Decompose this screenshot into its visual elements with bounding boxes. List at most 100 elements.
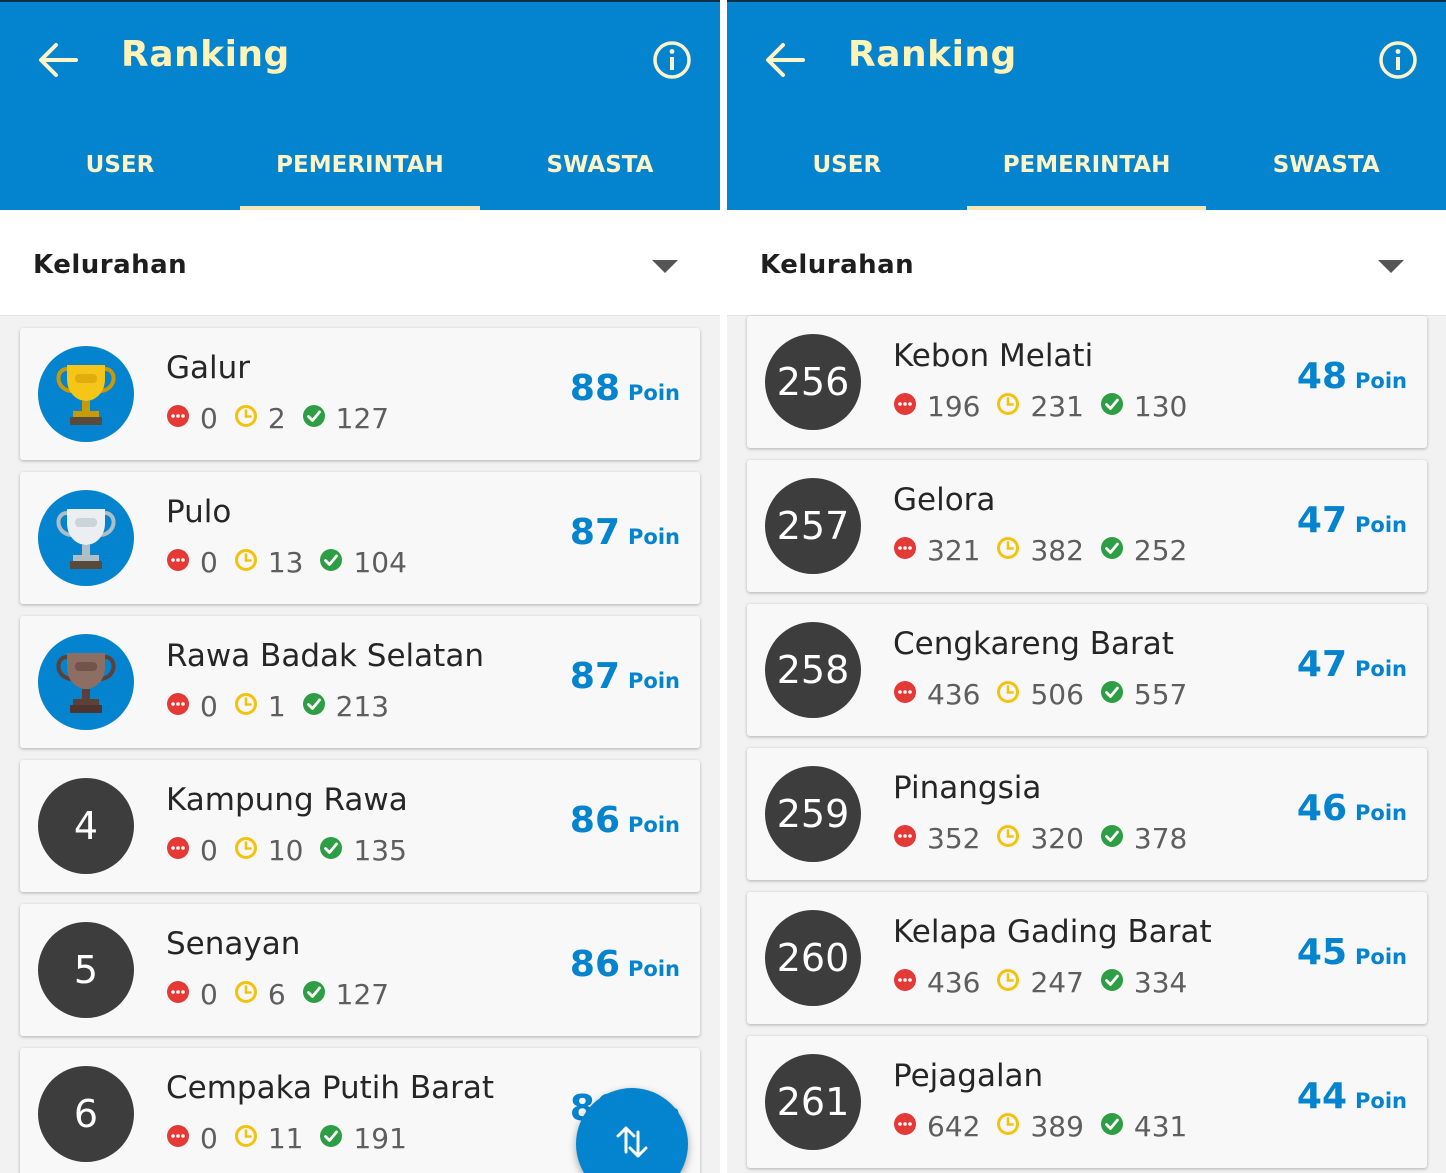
points-value: 47 xyxy=(1296,500,1348,541)
in-progress-stat: 382 xyxy=(996,534,1084,567)
clock-icon xyxy=(234,834,268,867)
region-name: Rawa Badak Selatan xyxy=(166,638,484,674)
back-arrow-icon[interactable] xyxy=(763,38,807,82)
report-stats: 0 2 127 xyxy=(166,402,405,435)
pending-stat: 352 xyxy=(893,822,980,855)
completed-stat: 104 xyxy=(319,546,407,579)
back-arrow-icon[interactable] xyxy=(36,38,80,82)
pending-stat: 0 xyxy=(166,402,218,435)
points-unit: Poin xyxy=(1355,801,1407,825)
tab-pemerintah[interactable]: PEMERINTAH xyxy=(966,142,1207,212)
filter-selected-value: Kelurahan xyxy=(760,250,915,280)
pending-dots-icon xyxy=(893,678,927,711)
pending-dots-icon xyxy=(893,1110,927,1143)
ranking-card[interactable]: Rawa Badak Selatan 0 1 213 87 Poin xyxy=(20,616,700,748)
bronze-trophy-icon xyxy=(38,634,134,730)
pending-dots-icon xyxy=(893,966,927,999)
pending-count: 0 xyxy=(200,978,218,1011)
ranking-card[interactable]: Pulo 0 13 104 87 Poin xyxy=(20,472,700,604)
points-value: 86 xyxy=(569,800,621,841)
report-stats: 321 382 252 xyxy=(893,534,1203,567)
in-progress-count: 247 xyxy=(1030,966,1084,999)
region-filter-dropdown[interactable]: Kelurahan xyxy=(727,210,1446,316)
ranking-card[interactable]: 259 Pinangsia 352 320 378 46 Poin xyxy=(747,748,1427,880)
points-unit: Poin xyxy=(628,669,680,693)
points-value: 46 xyxy=(1296,788,1348,829)
region-filter-dropdown[interactable]: Kelurahan xyxy=(0,210,720,316)
ranking-card[interactable]: 5 Senayan 0 6 127 86 Poin xyxy=(20,904,700,1036)
sort-fab-button[interactable] xyxy=(576,1088,688,1173)
ranking-card[interactable]: 258 Cengkareng Barat 436 506 557 47 Poin xyxy=(747,604,1427,736)
ranking-list[interactable]: 256 Kebon Melati 196 231 130 48 Poin 257 Gelora 3… xyxy=(727,316,1446,1173)
pending-stat: 321 xyxy=(893,534,980,567)
pending-dots-icon xyxy=(166,978,200,1011)
points-unit: Poin xyxy=(628,525,680,549)
check-icon xyxy=(1100,390,1134,423)
tab-swasta[interactable]: SWASTA xyxy=(1272,152,1380,178)
left-screen: Ranking USER PEMERINTAH SWASTA Kelurahan… xyxy=(0,0,720,1173)
completed-stat: 135 xyxy=(319,834,407,867)
filter-selected-value: Kelurahan xyxy=(33,250,188,280)
report-stats: 0 10 135 xyxy=(166,834,423,867)
tab-user[interactable]: USER xyxy=(85,152,155,178)
pending-stat: 0 xyxy=(166,978,218,1011)
info-icon[interactable] xyxy=(1378,40,1418,80)
points-unit: Poin xyxy=(1355,945,1407,969)
in-progress-count: 6 xyxy=(267,978,286,1011)
check-icon xyxy=(1100,966,1134,999)
points-value: 87 xyxy=(569,656,621,697)
in-progress-stat: 231 xyxy=(996,390,1084,423)
ranking-card[interactable]: 256 Kebon Melati 196 231 130 48 Poin xyxy=(747,316,1427,448)
in-progress-stat: 10 xyxy=(234,834,304,867)
rank-badge: 259 xyxy=(765,766,861,862)
completed-stat: 557 xyxy=(1100,678,1187,711)
completed-stat: 378 xyxy=(1100,822,1187,855)
info-icon[interactable] xyxy=(652,40,692,80)
pending-count: 0 xyxy=(200,546,218,579)
region-name: Kebon Melati xyxy=(893,338,1094,374)
in-progress-count: 13 xyxy=(267,546,304,579)
points-unit: Poin xyxy=(1355,657,1407,681)
completed-count: 104 xyxy=(353,546,407,579)
ranking-list[interactable]: Galur 0 2 127 88 Poin Pulo 0 13 104 87 Poin Rawa Bad… xyxy=(0,316,720,1173)
pending-dots-icon xyxy=(893,822,927,855)
tab-swasta[interactable]: SWASTA xyxy=(546,152,654,178)
report-stats: 436 247 334 xyxy=(893,966,1203,999)
in-progress-count: 1 xyxy=(267,690,286,723)
rank-badge: 4 xyxy=(38,778,134,874)
region-name: Cengkareng Barat xyxy=(893,626,1174,662)
points-unit: Poin xyxy=(1355,513,1407,537)
rank-badge: 261 xyxy=(765,1054,861,1150)
tab-pemerintah[interactable]: PEMERINTAH xyxy=(240,142,480,212)
in-progress-count: 10 xyxy=(267,834,304,867)
ranking-card[interactable]: 261 Pejagalan 642 389 431 44 Poin xyxy=(747,1036,1427,1168)
in-progress-stat: 2 xyxy=(234,402,286,435)
ranking-card[interactable]: 260 Kelapa Gading Barat 436 247 334 45 Poin xyxy=(747,892,1427,1024)
points-unit: Poin xyxy=(628,957,680,981)
in-progress-stat: 247 xyxy=(996,966,1084,999)
clock-icon xyxy=(996,966,1030,999)
in-progress-count: 389 xyxy=(1030,1110,1084,1143)
pending-count: 0 xyxy=(200,402,218,435)
ranking-card[interactable]: 257 Gelora 321 382 252 47 Poin xyxy=(747,460,1427,592)
ranking-card[interactable]: 4 Kampung Rawa 0 10 135 86 Poin xyxy=(20,760,700,892)
points-value: 44 xyxy=(1296,1076,1348,1117)
points-score: 88 Poin xyxy=(570,368,680,409)
app-bar: Ranking USER PEMERINTAH SWASTA xyxy=(727,0,1446,212)
completed-count: 378 xyxy=(1133,822,1188,855)
tab-user[interactable]: USER xyxy=(812,152,882,178)
points-score: 86 Poin xyxy=(570,944,680,985)
clock-icon xyxy=(996,1110,1030,1143)
completed-stat: 334 xyxy=(1100,966,1187,999)
screen-divider xyxy=(720,0,727,1173)
clock-icon xyxy=(996,678,1030,711)
points-score: 87 Poin xyxy=(570,656,680,697)
completed-stat: 191 xyxy=(319,1122,407,1155)
completed-stat: 252 xyxy=(1100,534,1187,567)
ranking-card[interactable]: Galur 0 2 127 88 Poin xyxy=(20,328,700,460)
report-stats: 0 13 104 xyxy=(166,546,423,579)
pending-stat: 0 xyxy=(166,1122,218,1155)
tab-bar: USER PEMERINTAH SWASTA xyxy=(0,142,720,212)
region-name: Gelora xyxy=(893,482,996,518)
points-score: 45 Poin xyxy=(1297,932,1407,973)
